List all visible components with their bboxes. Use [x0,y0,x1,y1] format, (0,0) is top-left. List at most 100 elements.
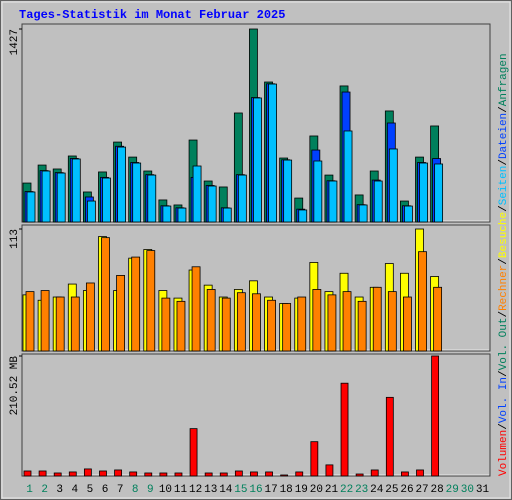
chart-title: Tages-Statistik im Monat Februar 2025 [19,8,285,22]
bar [340,382,349,477]
legend-entry: Besuche [498,212,510,258]
bar [385,396,394,477]
x-tick-label: 21 [325,484,339,496]
bar [23,470,32,477]
x-tick-label: 29 [446,484,459,496]
bar [55,296,65,352]
bar [298,209,308,223]
bar [253,97,262,223]
bar [252,293,261,352]
bar [101,237,110,352]
bar [70,296,80,352]
y-tick-label: 210.52 MB [9,356,21,416]
bar [25,291,35,352]
bar [26,191,36,223]
legend-separator: / [498,370,510,377]
bar [204,472,213,477]
bar [265,471,273,477]
x-tick-label: 8 [132,484,139,496]
bar [268,83,277,223]
bar [372,286,382,352]
bar [404,205,413,223]
bar [132,162,142,223]
bar [174,472,183,477]
bar [297,296,307,352]
x-tick-label: 16 [249,484,262,496]
x-tick-label: 22 [340,484,353,496]
bar [418,251,427,352]
bar [419,162,428,223]
x-tick-label: 19 [295,484,308,496]
x-tick-label: 25 [385,484,398,496]
bar [162,205,172,223]
bar [117,146,126,223]
bar [68,471,77,477]
bar [144,472,153,477]
bar [189,428,198,477]
bar [102,177,111,223]
bar [433,286,443,352]
x-tick-label: 31 [476,484,490,496]
x-tick-label: 26 [400,484,413,496]
x-tick-label: 7 [117,484,124,496]
bar [313,160,323,223]
bar [40,290,50,352]
panel [21,353,491,477]
x-tick-label: 28 [431,484,444,496]
bar [388,148,398,223]
bar [192,165,202,223]
x-tick-label: 13 [204,484,217,496]
bar [114,469,122,477]
bar [403,296,412,352]
legend-separator: / [498,423,510,430]
bar [146,250,156,352]
bar [327,294,337,352]
x-tick-label: 23 [355,484,368,496]
y-tick-label: 113 [9,229,21,249]
bar [434,163,444,223]
x-tick-label: 5 [87,484,94,496]
legend-entry: Seiten [498,166,510,206]
bar [387,291,397,352]
bar [280,474,289,477]
bar [86,200,96,223]
x-tick-label: 4 [72,484,79,496]
bar [416,469,424,477]
x-tick-label: 12 [189,484,202,496]
bar [295,471,304,477]
bar [358,204,368,223]
bar [147,174,157,223]
x-tick-label: 3 [56,484,63,496]
bar [310,441,319,477]
bar [283,159,293,223]
x-tick-label: 15 [234,484,247,496]
x-tick-label: 2 [41,484,48,496]
x-tick-label: 24 [370,484,384,496]
bar [328,180,338,223]
x-tick-label: 30 [461,484,474,496]
bar [250,471,258,477]
bar [342,291,352,352]
bar [234,470,243,477]
legend-separator: / [498,159,510,166]
legend-entry: Anfragen [498,53,510,106]
bar [401,471,409,477]
bar [83,468,92,477]
bar [38,470,47,477]
legend-separator: / [498,311,510,318]
bar [221,297,231,352]
x-tick-label: 14 [219,484,233,496]
bar [161,297,171,352]
bar [237,174,247,223]
legend-entry: Rechner [498,265,510,311]
bar [312,289,322,352]
legend-entry: Dateien [498,113,510,159]
x-tick-label: 20 [310,484,323,496]
bar [282,303,292,352]
bar [159,472,168,477]
legend-separator: / [498,106,510,113]
bar [71,158,81,223]
legend-entry: Vol. In [498,377,510,423]
